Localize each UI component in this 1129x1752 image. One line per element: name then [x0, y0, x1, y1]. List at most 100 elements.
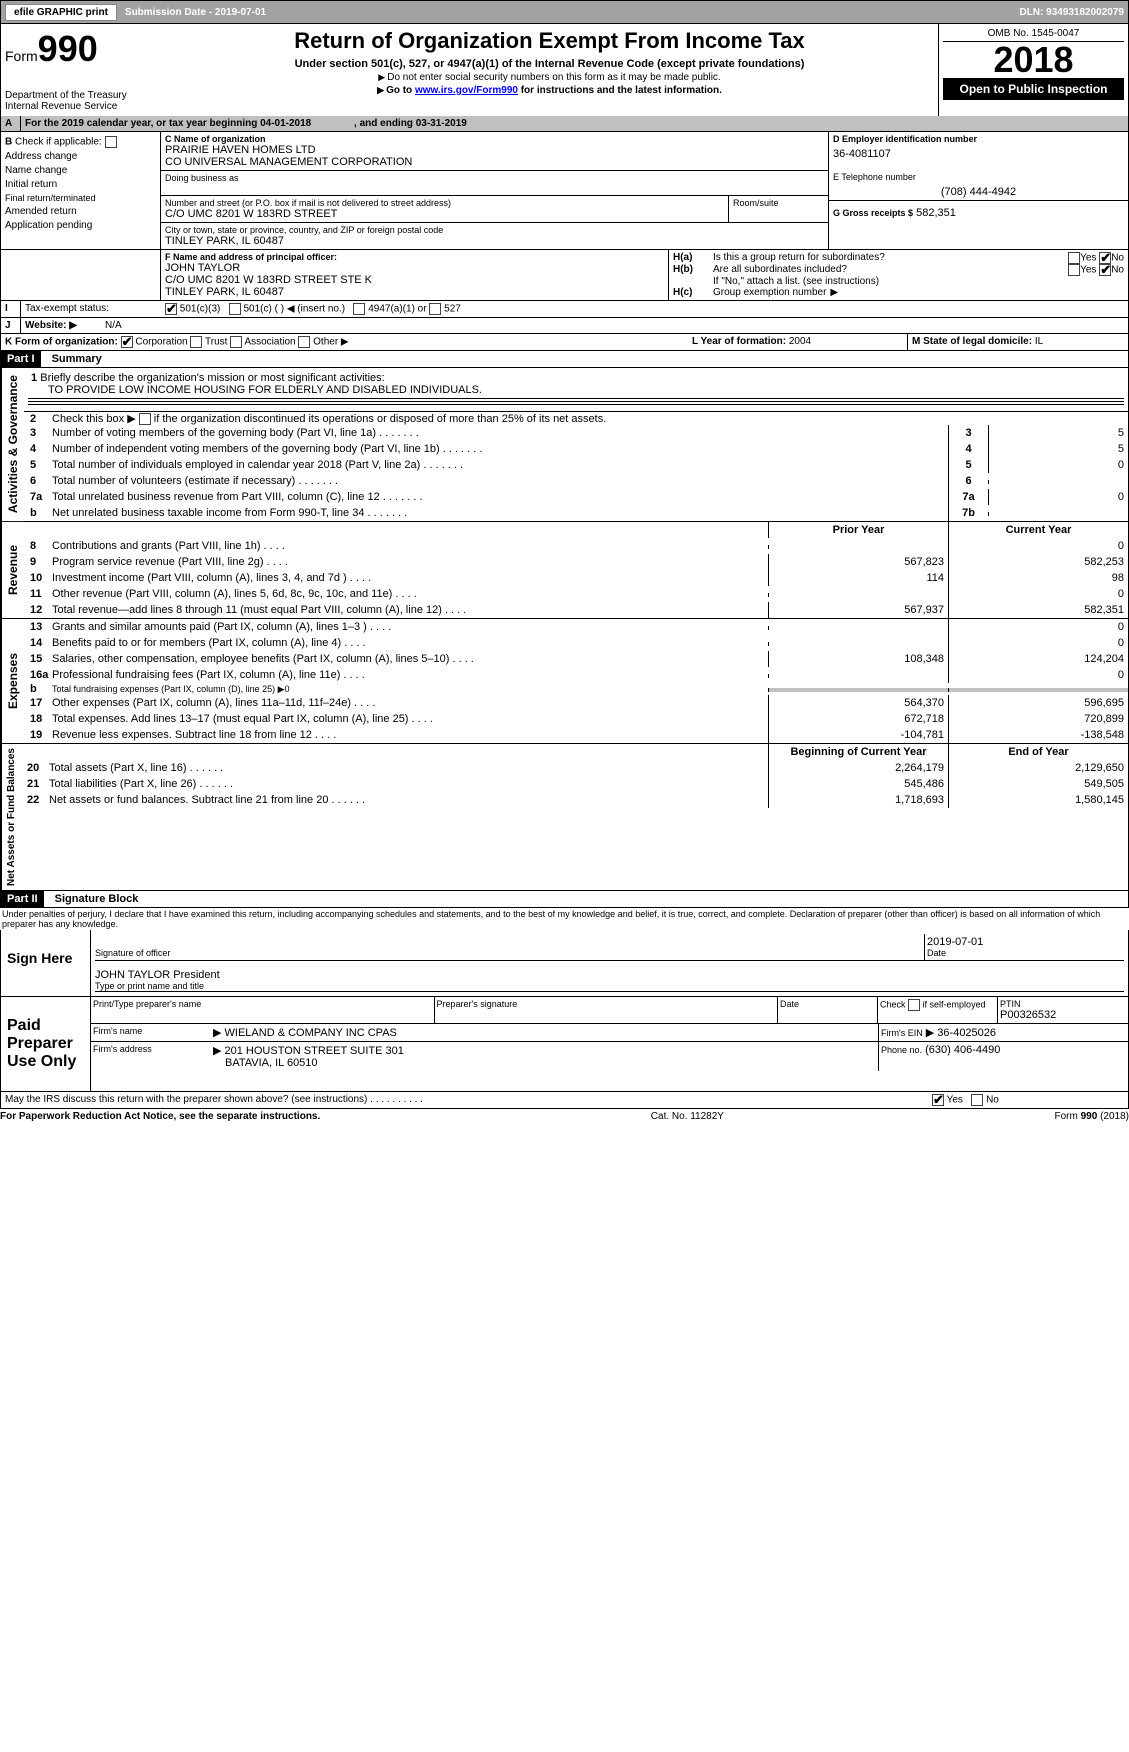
box-b-label: Check if applicable:	[15, 137, 102, 148]
line-a-text1: For the 2019 calendar year, or tax year …	[25, 118, 311, 129]
opt-insert: (insert no.)	[297, 304, 345, 315]
firm-ein: 36-4025026	[937, 1027, 996, 1039]
net-row: 21Total liabilities (Part X, line 26) . …	[21, 776, 1128, 792]
ha-label: Is this a group return for subordinates?	[713, 252, 1068, 264]
check-label: Check	[880, 999, 906, 1009]
exp-row: bTotal fundraising expenses (Part IX, co…	[24, 683, 1128, 695]
net-row: 22Net assets or fund balances. Subtract …	[21, 792, 1128, 808]
cb-527[interactable]	[429, 303, 441, 315]
cb-501c3[interactable]	[165, 303, 177, 315]
dln: DLN: 93493182002079	[1019, 7, 1124, 18]
tax-year: 2018	[943, 42, 1124, 78]
form-title: Return of Organization Exempt From Incom…	[165, 28, 934, 54]
exp-row: 14Benefits paid to or for members (Part …	[24, 635, 1128, 651]
org-name2: CO UNIVERSAL MANAGEMENT CORPORATION	[165, 156, 824, 168]
box-b: B Check if applicable: Address change Na…	[1, 132, 161, 249]
year-formed: 2004	[789, 336, 811, 347]
no-label: No	[1111, 253, 1124, 264]
paid-label: Paid Preparer Use Only	[1, 997, 91, 1091]
rev-row: 8Contributions and grants (Part VIII, li…	[24, 538, 1128, 554]
exp-row: 17Other expenses (Part IX, column (A), l…	[24, 695, 1128, 711]
cb-discontinued[interactable]	[139, 413, 151, 425]
irs-label: Internal Revenue Service	[5, 101, 157, 112]
irs-link[interactable]: www.irs.gov/Form990	[415, 85, 518, 96]
ptin-label: PTIN	[1000, 999, 1126, 1009]
box-f-label: F Name and address of principal officer:	[165, 252, 664, 262]
form-number-big: 990	[38, 28, 98, 69]
form-number: Form990	[5, 28, 157, 70]
tab-activities: Activities & Governance	[1, 368, 24, 521]
col-prior: Prior Year	[768, 522, 948, 538]
prep-sig-label: Preparer's signature	[437, 999, 776, 1009]
dba-label: Doing business as	[165, 173, 824, 183]
line-a-text2: , and ending 03-31-2019	[354, 118, 467, 129]
part2-header: Part II Signature Block	[0, 891, 1129, 908]
ptin-val: P00326532	[1000, 1009, 1126, 1021]
discuss-text: May the IRS discuss this return with the…	[5, 1094, 367, 1105]
efile-button[interactable]: efile GRAPHIC print	[5, 4, 117, 21]
sign-here-block: Sign Here Signature of officer 2019-07-0…	[0, 930, 1129, 997]
l2-text: Check this box ▶ if the organization dis…	[52, 413, 606, 425]
opt-527: 527	[444, 304, 461, 315]
line-a: A For the 2019 calendar year, or tax yea…	[0, 116, 1129, 132]
checkbox-ha-yes[interactable]	[1068, 252, 1080, 264]
part2-heading: Signature Block	[55, 893, 139, 905]
checkbox-hb-no[interactable]	[1099, 264, 1111, 276]
cb-discuss-no[interactable]	[971, 1094, 983, 1106]
part1-title: Part I	[1, 351, 41, 367]
yes-label2: Yes	[1080, 265, 1096, 276]
box-c: C Name of organization PRAIRIE HAVEN HOM…	[161, 132, 828, 249]
addr-val: C/O UMC 8201 W 183RD STREET	[165, 208, 724, 220]
officer-name: JOHN TAYLOR	[165, 262, 664, 274]
prep-name-label: Print/Type preparer's name	[93, 999, 432, 1009]
footer-cat: Cat. No. 11282Y	[651, 1111, 724, 1122]
firm-addr1: 201 HOUSTON STREET SUITE 301	[225, 1045, 404, 1057]
cb-4947[interactable]	[353, 303, 365, 315]
activities-governance: Activities & Governance 1 Briefly descri…	[0, 368, 1129, 522]
cb-selfemp[interactable]	[908, 999, 920, 1011]
dept-treasury: Department of the Treasury	[5, 90, 157, 101]
footer-form: Form 990 (2018)	[1055, 1111, 1129, 1122]
cb-corp[interactable]	[121, 336, 133, 348]
cb-assoc[interactable]	[230, 336, 242, 348]
row-klm: K Form of organization: Corporation Trus…	[0, 334, 1129, 351]
exp-row: 18Total expenses. Add lines 13–17 (must …	[24, 711, 1128, 727]
firm-addr-label: Firm's address	[91, 1042, 211, 1071]
part1-heading: Summary	[52, 353, 102, 365]
no-label2: No	[1111, 265, 1124, 276]
cb-other[interactable]	[298, 336, 310, 348]
checkbox[interactable]	[105, 136, 117, 148]
cb-501c[interactable]	[229, 303, 241, 315]
topbar: efile GRAPHIC print Submission Date - 20…	[0, 0, 1129, 24]
hb-note: If "No," attach a list. (see instruction…	[673, 276, 1124, 287]
tab-expenses: Expenses	[1, 619, 24, 743]
cb-trust[interactable]	[190, 336, 202, 348]
yes-label: Yes	[1080, 253, 1096, 264]
revenue-section: Revenue Prior Year Current Year 8Contrib…	[0, 522, 1129, 619]
submission-date: Submission Date - 2019-07-01	[125, 7, 266, 18]
box-l-label: L Year of formation:	[692, 336, 786, 347]
footer-pra: For Paperwork Reduction Act Notice, see …	[0, 1111, 320, 1122]
officer-addr2: TINLEY PARK, IL 60487	[165, 286, 664, 298]
rev-row: 10Investment income (Part VIII, column (…	[24, 570, 1128, 586]
box-e-label: E Telephone number	[833, 172, 1124, 182]
opt-final: Final return/terminated	[5, 193, 157, 203]
self-emp: if self-employed	[923, 999, 986, 1009]
opt-501c3: 501(c)(3)	[180, 304, 221, 315]
checkbox-hb-yes[interactable]	[1068, 264, 1080, 276]
discuss-yes: Yes	[947, 1095, 963, 1106]
prep-phone: (630) 406-4490	[925, 1044, 1000, 1056]
gov-row: 6Total number of volunteers (estimate if…	[24, 473, 1128, 489]
row-j: J Website: ▶ N/A	[0, 318, 1129, 334]
expenses-section: Expenses 13Grants and similar amounts pa…	[0, 619, 1129, 744]
part2-title: Part II	[1, 891, 44, 907]
col-current: Current Year	[948, 522, 1128, 538]
info-block: B Check if applicable: Address change Na…	[0, 132, 1129, 250]
box-g-label: G Gross receipts $	[833, 208, 913, 218]
opt-501c: 501(c) ( )	[243, 304, 284, 315]
net-row: 20Total assets (Part X, line 16) . . . .…	[21, 760, 1128, 776]
goto-post: for instructions and the latest informat…	[518, 85, 722, 96]
cb-discuss-yes[interactable]	[932, 1094, 944, 1106]
rev-row: 12Total revenue—add lines 8 through 11 (…	[24, 602, 1128, 618]
website-val: N/A	[101, 318, 1128, 333]
